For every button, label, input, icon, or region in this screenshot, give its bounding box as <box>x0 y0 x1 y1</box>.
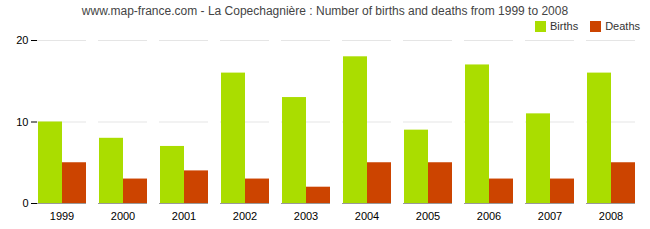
svg-text:2004: 2004 <box>355 210 379 222</box>
svg-text:2005: 2005 <box>416 210 440 222</box>
svg-text:2007: 2007 <box>538 210 562 222</box>
svg-text:0: 0 <box>22 197 28 209</box>
svg-text:1999: 1999 <box>50 210 74 222</box>
html-text:www.map-france.com - La Copech: www.map-france.com - La Copechagnière : … <box>81 4 569 18</box>
svg-text:2006: 2006 <box>477 210 501 222</box>
svg-text:2008: 2008 <box>599 210 623 222</box>
html-text:Births: Births <box>550 20 579 32</box>
svg-text:2002: 2002 <box>233 210 257 222</box>
svg-text:2003: 2003 <box>294 210 318 222</box>
svg-text:2000: 2000 <box>111 210 135 222</box>
html-text:Deaths: Deaths <box>605 20 640 32</box>
svg-text:2001: 2001 <box>172 210 196 222</box>
svg-text:10: 10 <box>16 116 28 128</box>
svg-text:20: 20 <box>16 34 28 46</box>
